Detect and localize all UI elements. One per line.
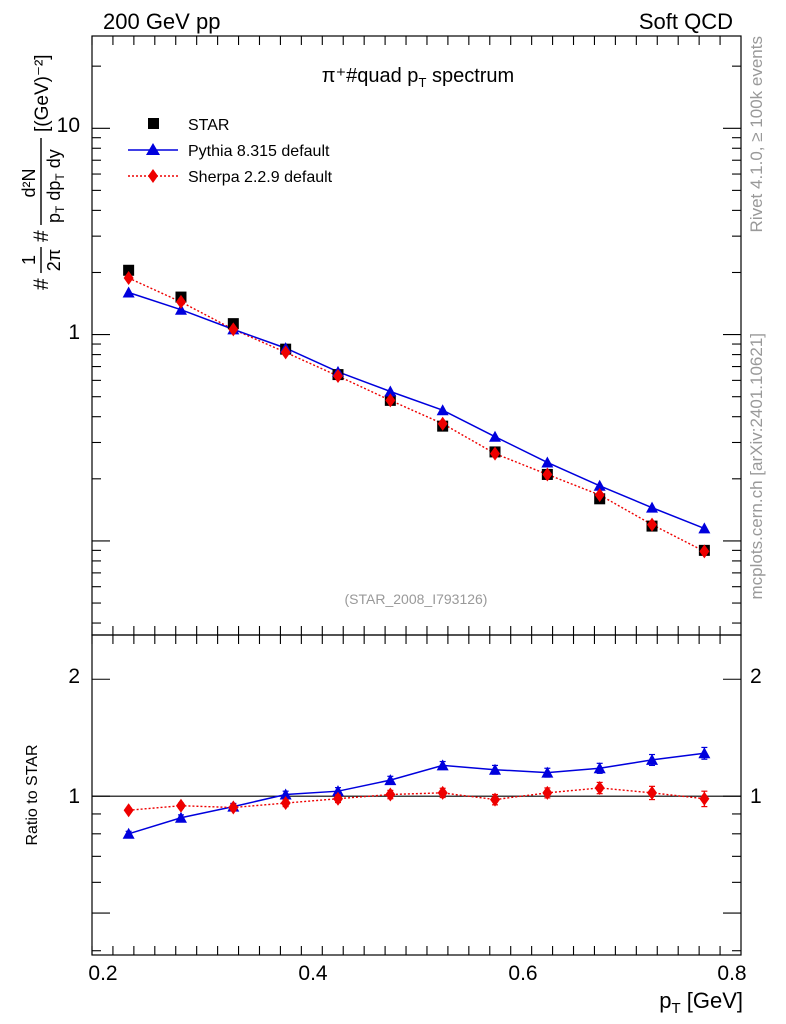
sherpa-point	[175, 294, 186, 309]
ratio-sherpa-point	[280, 796, 291, 811]
star-point	[123, 264, 135, 276]
svg-text:d²N: d²N	[19, 168, 39, 197]
sherpa-point	[228, 322, 239, 337]
ratio-sherpa-point	[647, 785, 658, 800]
svg-text:1: 1	[19, 255, 39, 265]
ratio-pythia-point	[174, 811, 187, 823]
ratio-pythia-point	[331, 785, 344, 797]
sherpa-point	[385, 393, 396, 408]
mcplots-label: mcplots.cern.ch [arXiv:2401.10621]	[747, 333, 766, 599]
ratio-pythia-point	[593, 762, 606, 774]
ratio-y-ticks	[92, 678, 741, 952]
legend-sherpa-label: Sherpa 2.2.9 default	[188, 169, 333, 186]
xtick-label-0: 0.2	[88, 962, 117, 985]
ratio-y-axis-label: Ratio to STAR	[24, 744, 41, 845]
ratio-pythia-point	[279, 788, 292, 800]
pythia-point	[122, 286, 135, 298]
legend-star-marker	[148, 118, 159, 129]
pythia-point	[541, 456, 554, 468]
ratio-ytick-label-1: 1	[68, 785, 80, 808]
ratio-sherpa-point	[437, 785, 448, 800]
sherpa-point	[490, 446, 501, 461]
sherpa-point	[699, 544, 710, 559]
header-right: Soft QCD	[639, 9, 733, 34]
ratio-sherpa-point	[594, 780, 605, 795]
main-data-marks	[122, 264, 711, 559]
ratio-pythia-point	[122, 827, 135, 839]
ratio-ytick-label-2: 2	[68, 665, 80, 688]
pythia-point	[436, 404, 449, 416]
pythia-point	[174, 303, 187, 315]
sherpa-point	[332, 368, 343, 383]
svg-text:[(GeV)⁻²]: [(GeV)⁻²]	[32, 54, 53, 132]
ratio-pythia-point	[489, 763, 502, 775]
main-y-ticks	[92, 65, 741, 624]
pythia-point	[384, 385, 397, 397]
ytick-label-10: 10	[57, 114, 80, 137]
legend-sherpa-marker	[148, 169, 158, 183]
svg-text:pT dpT dy: pT dpT dy	[44, 149, 67, 223]
ratio-sherpa-point	[123, 803, 134, 818]
ratio-pythia-point	[541, 766, 554, 778]
svg-text:#: #	[30, 230, 53, 242]
ratio-pythia-point	[698, 747, 711, 759]
pythia-point	[489, 430, 502, 442]
legend-pythia-label: Pythia 8.315 default	[188, 143, 330, 160]
y-axis-label: # 1 2π # d²N pT dpT dy [(GeV)⁻²]	[19, 54, 67, 290]
ratio-ytick-label-1-right: 1	[750, 785, 762, 808]
ratio-sherpa-point	[175, 798, 186, 813]
legend-pythia-marker	[146, 143, 160, 155]
ratio-pythia-point	[646, 753, 659, 765]
x-axis-label: pT [GeV]	[659, 988, 743, 1017]
legend-star-label: STAR	[188, 117, 229, 134]
ratio-sherpa-point	[228, 800, 239, 815]
ratio-pythia-point	[436, 759, 449, 771]
ratio-panel-frame	[91, 634, 742, 956]
ratio-sherpa-line	[128, 787, 705, 811]
rivet-label: Rivet 4.1.0, ≥ 100k events	[747, 36, 766, 232]
pythia-point	[646, 501, 659, 513]
ratio-data-marks	[122, 746, 711, 839]
ratio-ytick-label-2-right: 2	[750, 665, 762, 688]
sherpa-point	[594, 487, 605, 502]
sherpa-point	[280, 345, 291, 360]
pythia-point	[593, 479, 606, 491]
pythia-point	[698, 522, 711, 534]
svg-text:#: #	[30, 278, 53, 290]
sherpa-point	[647, 517, 658, 532]
analysis-label: (STAR_2008_I793126)	[345, 591, 488, 607]
ratio-sherpa-point	[542, 785, 553, 800]
sherpa-point	[123, 271, 134, 286]
xtick-label-2: 0.6	[508, 962, 537, 985]
sherpa-line	[128, 277, 705, 552]
pythia-line	[128, 291, 705, 530]
ratio-pythia-line	[128, 752, 705, 835]
ratio-sherpa-point	[385, 787, 396, 802]
ratio-pythia-point	[384, 774, 397, 786]
ratio-sherpa-point	[332, 791, 343, 806]
header-left: 200 GeV pp	[103, 9, 220, 34]
ratio-sherpa-point	[699, 791, 710, 806]
sherpa-point	[542, 467, 553, 482]
ratio-sherpa-point	[490, 792, 501, 807]
sherpa-point	[437, 416, 448, 431]
ytick-label-1: 1	[68, 321, 80, 344]
legend: STAR Pythia 8.315 default Sherpa 2.2.9 d…	[128, 117, 333, 186]
x-ticks	[91, 36, 721, 955]
chart-title: π⁺#quad pT spectrum	[322, 65, 514, 90]
svg-text:2π: 2π	[44, 249, 64, 271]
xtick-label-3: 0.8	[717, 962, 746, 985]
xtick-label-1: 0.4	[298, 962, 328, 985]
